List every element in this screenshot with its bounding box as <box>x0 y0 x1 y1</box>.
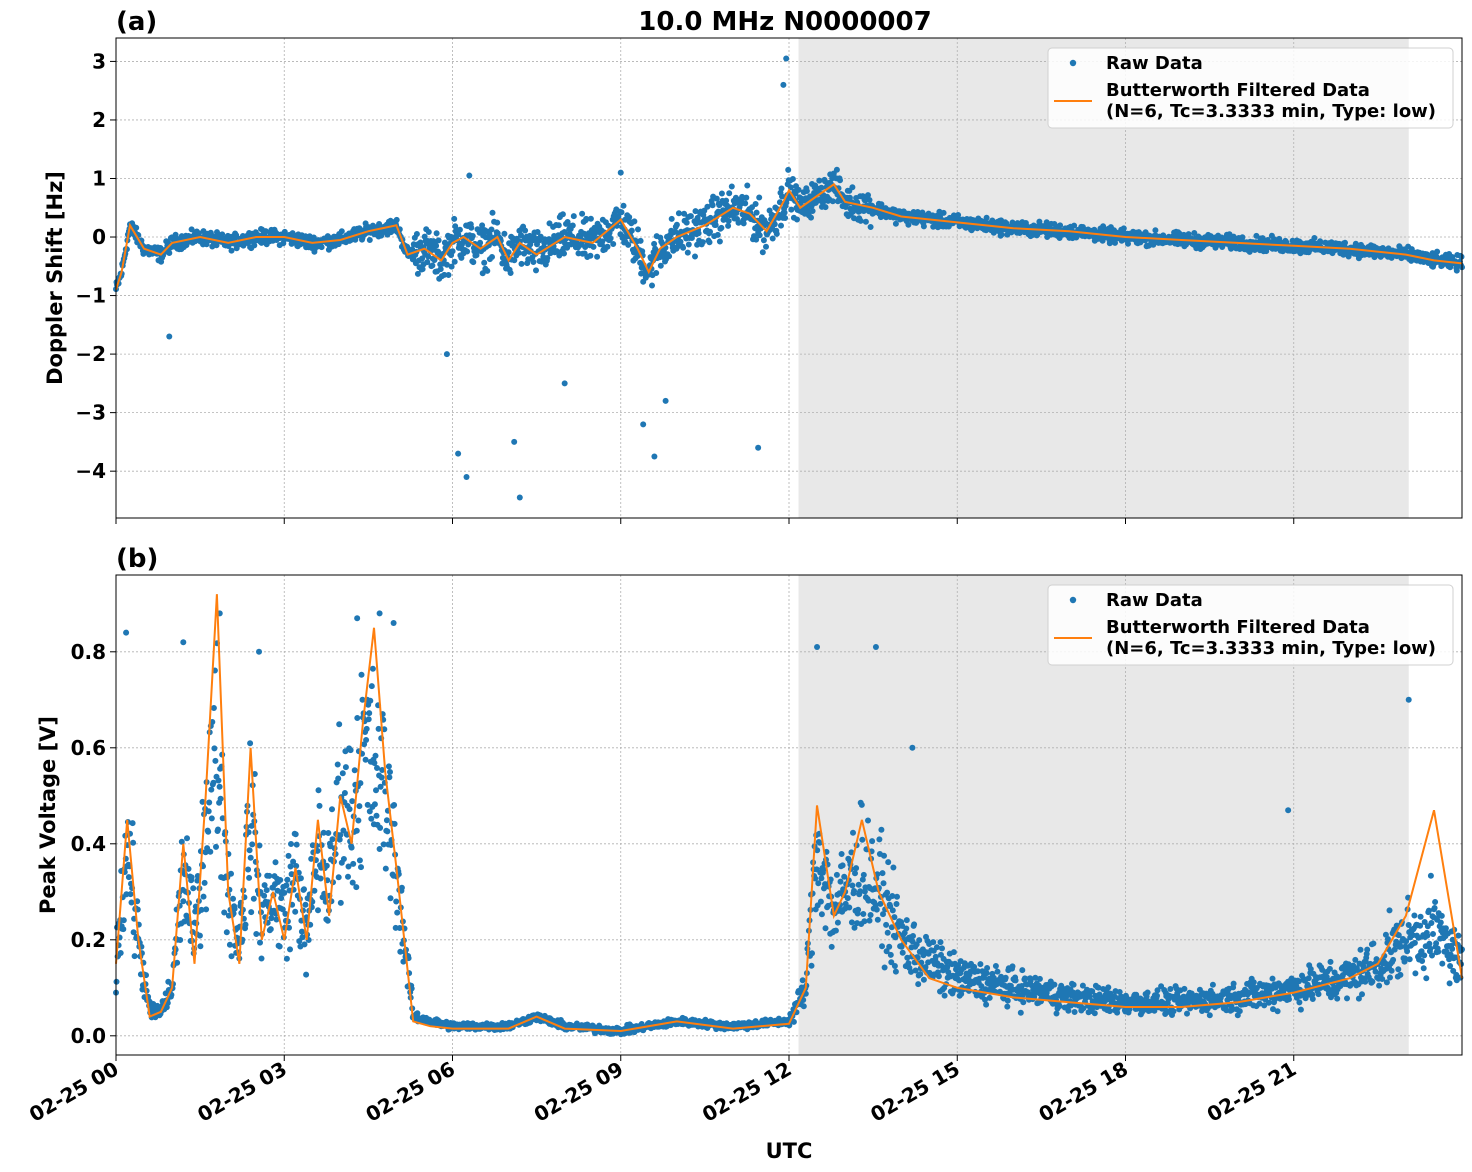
y-tick-label: −3 <box>75 401 106 425</box>
chart-title: 10.0 MHz N0000007 <box>638 7 931 37</box>
y-tick-label: −2 <box>75 342 106 366</box>
raw-data-point <box>909 744 916 751</box>
panel-a: 3 2 1 0 −1 −2 −3 −4 (a) 10.0 MHz N0000007 Doppl… <box>43 7 1466 524</box>
y-tick-label: −1 <box>75 284 106 308</box>
x-tick-label: 02-25 18 <box>1034 1057 1132 1127</box>
x-ticks-b: 02-25 00 02-25 03 02-25 06 02-25 09 02-25 12… <box>25 1055 1300 1127</box>
y-tick-label: 0.0 <box>71 1024 106 1048</box>
raw-data-point <box>1405 696 1412 703</box>
raw-data-point <box>783 55 790 62</box>
panel-b: 0.8 0.6 0.4 0.2 0.0 02-25 00 02-25 03 02-25 06… <box>25 544 1466 1127</box>
raw-data-point <box>466 172 473 179</box>
y-ticks-a: 3 2 1 0 −1 −2 −3 −4 <box>75 49 116 483</box>
x-tick-label: 02-25 15 <box>866 1057 964 1127</box>
raw-data-point <box>814 644 821 650</box>
legend-box-b <box>1047 584 1454 666</box>
filtered-line-b <box>115 594 1463 1033</box>
raw-data-point <box>463 474 470 481</box>
legend-box-a <box>1047 47 1454 129</box>
legend-filtered-params-b: (N=6, Tc=3.3333 min, Type: low) <box>1106 638 1436 659</box>
raw-data-point <box>390 620 397 626</box>
y-axis-label-a: Doppler Shift [Hz] <box>43 171 67 385</box>
raw-data-point <box>376 610 383 617</box>
legend-b: Raw Data Butterworth Filtered Data (N=6,… <box>1047 584 1454 666</box>
y-tick-label: 0.8 <box>71 640 106 664</box>
x-tick-label: 02-25 00 <box>25 1057 123 1127</box>
raw-data-point <box>651 453 658 460</box>
y-tick-label: 2 <box>92 108 106 132</box>
x-tick-label: 02-25 12 <box>698 1057 796 1127</box>
y-tick-label: 0.2 <box>71 928 106 952</box>
y-tick-label: 0 <box>92 225 106 249</box>
raw-data-point <box>123 629 130 636</box>
x-tick-label: 02-25 21 <box>1203 1057 1301 1127</box>
legend-filtered-label-b: Butterworth Filtered Data <box>1106 617 1370 638</box>
raw-data-point <box>755 444 762 451</box>
y-tick-label: 3 <box>92 49 106 73</box>
x-tick-label: 02-25 09 <box>530 1057 628 1127</box>
legend-a: Raw Data Butterworth Filtered Data (N=6,… <box>1047 47 1454 129</box>
legend-filtered-label-a: Butterworth Filtered Data <box>1106 80 1370 101</box>
raw-data-point <box>455 450 462 457</box>
x-axis-label: UTC <box>766 1139 813 1163</box>
legend-raw-marker-a <box>1069 59 1077 67</box>
x-tick-label: 02-25 03 <box>193 1057 291 1127</box>
raw-data-point <box>443 351 450 358</box>
legend-raw-label-a: Raw Data <box>1106 53 1203 74</box>
filtered-line-a <box>115 182 1463 291</box>
legend-raw-marker-b <box>1069 596 1077 604</box>
y-tick-label: 0.4 <box>71 832 106 856</box>
legend-filtered-params-a: (N=6, Tc=3.3333 min, Type: low) <box>1106 101 1436 122</box>
raw-data-point <box>180 639 187 646</box>
panel-label-b: (b) <box>116 544 158 574</box>
raw-data-point <box>561 380 568 387</box>
raw-data-point <box>872 644 879 650</box>
y-tick-label: −4 <box>75 459 106 483</box>
panel-label-a: (a) <box>116 7 157 37</box>
raw-data-point <box>256 648 263 655</box>
x-ticks-a <box>115 518 1295 524</box>
raw-data-point <box>662 397 669 404</box>
raw-data-point <box>516 494 523 501</box>
raw-data-point <box>780 81 787 88</box>
raw-data-point <box>166 333 173 340</box>
raw-data-point <box>511 438 518 445</box>
y-tick-label: 0.6 <box>71 736 106 760</box>
legend-raw-label-b: Raw Data <box>1106 590 1203 611</box>
raw-data-point <box>617 169 624 176</box>
raw-data-point <box>640 421 647 428</box>
y-tick-label: 1 <box>92 166 106 190</box>
x-tick-label: 02-25 06 <box>361 1057 459 1127</box>
raw-data-point <box>1285 807 1292 814</box>
y-axis-label-b: Peak Voltage [V] <box>36 716 60 914</box>
y-ticks-b: 0.8 0.6 0.4 0.2 0.0 <box>71 640 116 1048</box>
raw-data-point <box>354 615 361 622</box>
